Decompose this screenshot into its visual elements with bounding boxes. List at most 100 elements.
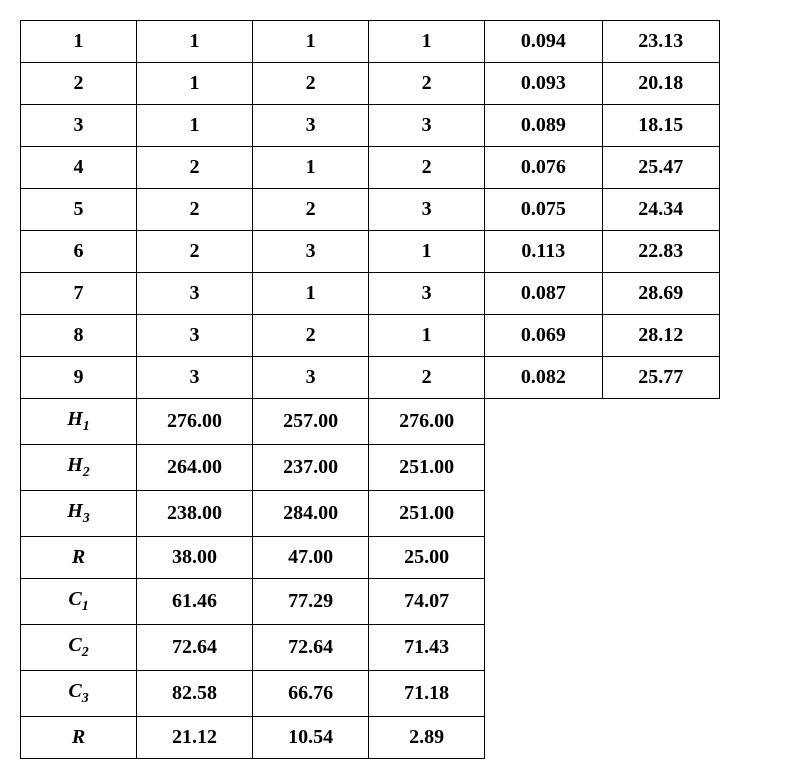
table-cell: 66.76 — [253, 671, 369, 717]
table-cell: 28.69 — [602, 273, 719, 315]
table-cell: 24.34 — [602, 189, 719, 231]
table-row: 21220.09320.18 — [21, 63, 720, 105]
table-cell: 1 — [369, 231, 485, 273]
empty-cell — [485, 537, 602, 579]
table-cell: 1 — [21, 21, 137, 63]
table-row: 52230.07524.34 — [21, 189, 720, 231]
table-cell: 3 — [253, 231, 369, 273]
table-cell: 77.29 — [253, 579, 369, 625]
table-cell: 3 — [137, 273, 253, 315]
table-row-label: H1 — [21, 399, 137, 445]
table-cell: 2 — [253, 315, 369, 357]
table-cell: 0.089 — [485, 105, 602, 147]
label-base: H — [67, 500, 83, 522]
table-cell: 276.00 — [137, 399, 253, 445]
table-row: 93320.08225.77 — [21, 357, 720, 399]
table-cell: 0.082 — [485, 357, 602, 399]
empty-cell — [485, 491, 602, 537]
table-cell: 3 — [21, 105, 137, 147]
table-cell: 2.89 — [369, 717, 485, 759]
table-cell: 0.075 — [485, 189, 602, 231]
table-cell: 21.12 — [137, 717, 253, 759]
table-cell: 0.076 — [485, 147, 602, 189]
table-row: C382.5866.7671.18 — [21, 671, 720, 717]
table-cell: 0.087 — [485, 273, 602, 315]
table-cell: 28.12 — [602, 315, 719, 357]
data-table: 11110.09423.1321220.09320.1831330.08918.… — [20, 20, 720, 759]
table-cell: 6 — [21, 231, 137, 273]
table-cell: 3 — [369, 105, 485, 147]
empty-cell — [485, 671, 602, 717]
empty-cell — [485, 579, 602, 625]
table-row-label: C1 — [21, 579, 137, 625]
table-cell: 3 — [253, 105, 369, 147]
table-row: H1276.00257.00276.00 — [21, 399, 720, 445]
table-row: H2264.00237.00251.00 — [21, 445, 720, 491]
table-cell: 3 — [253, 357, 369, 399]
table-cell: 25.77 — [602, 357, 719, 399]
empty-cell — [602, 625, 719, 671]
table-row-label: C3 — [21, 671, 137, 717]
table-cell: 2 — [253, 63, 369, 105]
table-cell: 7 — [21, 273, 137, 315]
table-row-label: H2 — [21, 445, 137, 491]
empty-cell — [602, 445, 719, 491]
table-cell: 3 — [369, 273, 485, 315]
table-row: 11110.09423.13 — [21, 21, 720, 63]
label-base: C — [68, 588, 81, 610]
empty-cell — [602, 717, 719, 759]
table-cell: 61.46 — [137, 579, 253, 625]
table-cell: 1 — [253, 147, 369, 189]
table-row-label: H3 — [21, 491, 137, 537]
table-cell: 1 — [369, 21, 485, 63]
table-cell: 257.00 — [253, 399, 369, 445]
table-cell: 237.00 — [253, 445, 369, 491]
table-cell: 82.58 — [137, 671, 253, 717]
table-row-label: C2 — [21, 625, 137, 671]
table-cell: 1 — [137, 105, 253, 147]
table-cell: 0.093 — [485, 63, 602, 105]
table-cell: 72.64 — [137, 625, 253, 671]
table-cell: 1 — [253, 21, 369, 63]
table-cell: 2 — [369, 147, 485, 189]
table-cell: 3 — [369, 189, 485, 231]
table-row: 83210.06928.12 — [21, 315, 720, 357]
table-row: C272.6472.6471.43 — [21, 625, 720, 671]
label-subscript: 2 — [83, 465, 90, 480]
table-cell: 25.47 — [602, 147, 719, 189]
table-cell: 1 — [137, 21, 253, 63]
label-base: R — [72, 546, 85, 568]
table-cell: 4 — [21, 147, 137, 189]
table-cell: 9 — [21, 357, 137, 399]
table-cell: 3 — [137, 357, 253, 399]
empty-cell — [602, 671, 719, 717]
table-cell: 47.00 — [253, 537, 369, 579]
table-cell: 1 — [137, 63, 253, 105]
label-subscript: 2 — [82, 645, 89, 660]
table-cell: 3 — [137, 315, 253, 357]
table-row: 31330.08918.15 — [21, 105, 720, 147]
empty-cell — [485, 625, 602, 671]
table-cell: 2 — [369, 63, 485, 105]
table-cell: 2 — [137, 147, 253, 189]
table-cell: 18.15 — [602, 105, 719, 147]
table-cell: 71.43 — [369, 625, 485, 671]
label-subscript: 3 — [82, 691, 89, 706]
table-row: 73130.08728.69 — [21, 273, 720, 315]
table-row-label: R — [21, 717, 137, 759]
table-cell: 0.094 — [485, 21, 602, 63]
empty-cell — [602, 579, 719, 625]
table-cell: 238.00 — [137, 491, 253, 537]
empty-cell — [602, 491, 719, 537]
table-cell: 71.18 — [369, 671, 485, 717]
table-cell: 20.18 — [602, 63, 719, 105]
label-base: R — [72, 726, 85, 748]
table-cell: 10.54 — [253, 717, 369, 759]
table-cell: 25.00 — [369, 537, 485, 579]
table-cell: 2 — [21, 63, 137, 105]
table-row: R 21.1210.542.89 — [21, 717, 720, 759]
table-cell: 2 — [253, 189, 369, 231]
table-cell: 22.83 — [602, 231, 719, 273]
table-row: C161.4677.2974.07 — [21, 579, 720, 625]
table-cell: 264.00 — [137, 445, 253, 491]
